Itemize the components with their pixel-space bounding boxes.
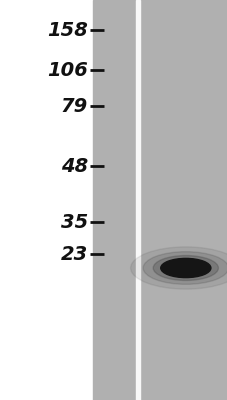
Bar (0, 0, 93, 400)
Bar (140, 0, 227, 400)
Text: 106: 106 (47, 60, 87, 80)
Text: 79: 79 (60, 96, 87, 116)
Text: 35: 35 (60, 212, 87, 232)
Ellipse shape (153, 256, 217, 280)
Bar (135, 0, 140, 400)
Text: 23: 23 (60, 244, 87, 264)
Text: 48: 48 (60, 156, 87, 176)
Ellipse shape (130, 247, 227, 289)
Ellipse shape (143, 252, 227, 284)
Text: 158: 158 (47, 20, 87, 40)
Bar (93, 0, 135, 400)
Ellipse shape (160, 258, 210, 278)
